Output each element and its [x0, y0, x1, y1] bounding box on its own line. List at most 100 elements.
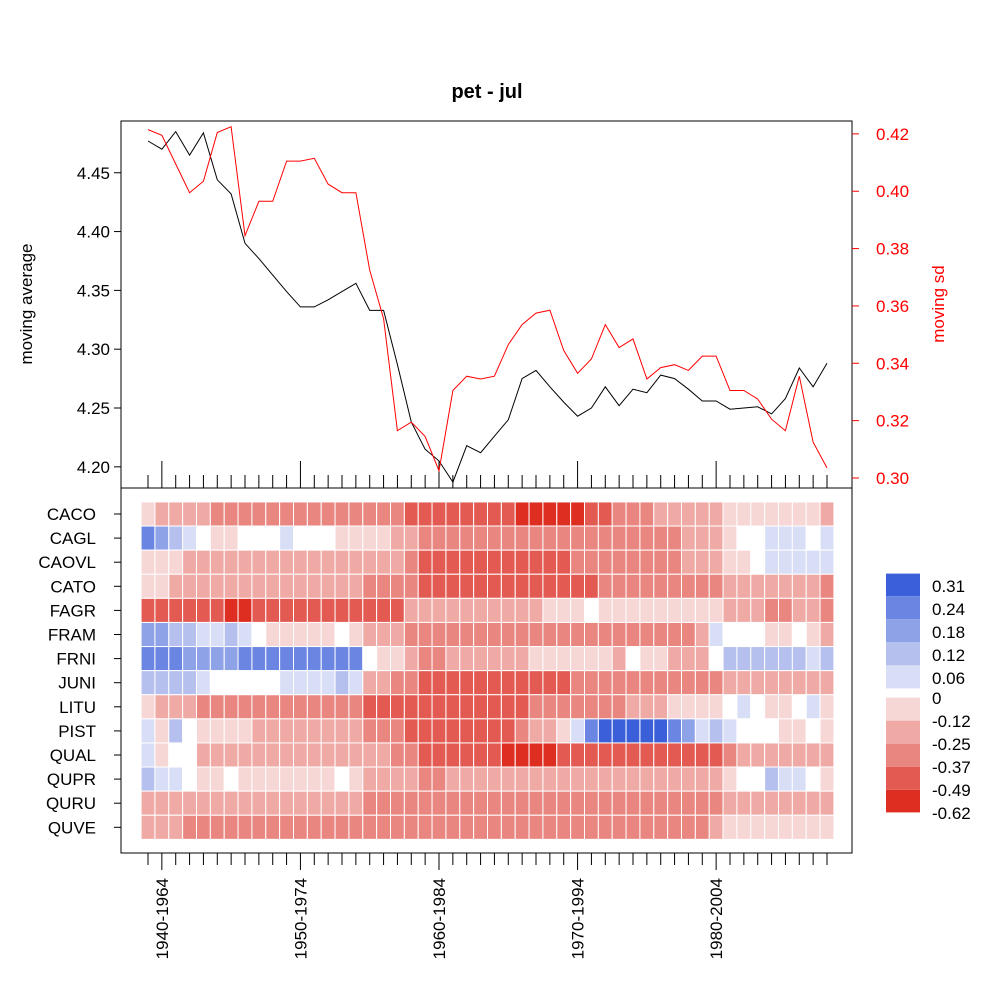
- heatmap-cell: [611, 646, 627, 672]
- heatmap-cell: [736, 525, 752, 551]
- heatmap-cell: [584, 501, 599, 527]
- heatmap-cell: [514, 694, 530, 720]
- heatmap-cell: [376, 501, 392, 527]
- heatmap-cell: [473, 525, 489, 551]
- heatmap-cell: [334, 670, 350, 696]
- heatmap-cell: [223, 742, 239, 768]
- heatmap-cell: [196, 790, 211, 816]
- heatmap-cell: [431, 694, 447, 720]
- heatmap-cell: [597, 814, 613, 840]
- heatmap-cell: [196, 646, 211, 672]
- heatmap-row-label: CATO: [50, 577, 96, 596]
- heatmap-cell: [791, 646, 807, 672]
- heatmap-cell: [362, 501, 378, 527]
- heatmap-cell: [293, 694, 308, 720]
- heatmap-cell: [431, 766, 447, 792]
- heatmap-cell: [584, 573, 599, 599]
- heatmap-cell: [223, 549, 239, 575]
- heatmap-cell: [348, 597, 364, 623]
- heatmap-cell: [265, 501, 281, 527]
- heatmap-cell: [473, 718, 489, 744]
- heatmap-cell: [390, 742, 405, 768]
- heatmap-cell: [542, 573, 558, 599]
- heatmap-cell: [417, 501, 433, 527]
- heatmap-row-label: CAGL: [50, 529, 96, 548]
- heatmap-cell: [140, 597, 156, 623]
- heatmap-cell: [653, 814, 669, 840]
- heatmap-cell: [736, 814, 752, 840]
- heatmap-cell: [750, 549, 766, 575]
- heatmap-cell: [791, 790, 807, 816]
- heatmap-cell: [639, 742, 655, 768]
- right-y-tick-label: 0.30: [876, 469, 909, 488]
- heatmap-cell: [209, 790, 225, 816]
- heatmap-cell: [362, 814, 378, 840]
- heatmap-cell: [223, 766, 239, 792]
- heatmap-cell: [681, 694, 696, 720]
- heatmap-cell: [265, 814, 281, 840]
- heatmap-cell: [348, 766, 364, 792]
- heatmap-cell: [376, 573, 392, 599]
- heatmap-cell: [376, 670, 392, 696]
- heatmap-cell: [556, 501, 572, 527]
- heatmap-cell: [805, 670, 821, 696]
- heatmap-cell: [334, 742, 350, 768]
- heatmap-cell: [223, 790, 239, 816]
- left-y-tick-label: 4.20: [77, 458, 110, 477]
- heatmap-cell: [611, 766, 627, 792]
- heatmap-cell: [293, 718, 308, 744]
- heatmap-cell: [362, 766, 378, 792]
- heatmap-cell: [431, 621, 447, 648]
- heatmap-cell: [154, 742, 170, 768]
- heatmap-cell: [500, 766, 516, 792]
- heatmap-cell: [182, 766, 197, 792]
- heatmap-cell: [293, 766, 308, 792]
- heatmap-cell: [694, 525, 710, 551]
- heatmap-cell: [223, 718, 239, 744]
- heatmap-cell: [500, 742, 516, 768]
- heatmap-cell: [487, 742, 502, 768]
- heatmap-cell: [362, 573, 378, 599]
- heatmap-cell: [182, 573, 197, 599]
- heatmap-cell: [417, 814, 433, 840]
- heatmap-cell: [265, 694, 281, 720]
- heatmap-cell: [306, 766, 322, 792]
- heatmap-cell: [597, 501, 613, 527]
- heatmap-cell: [764, 621, 780, 648]
- heatmap-cell: [140, 766, 156, 792]
- heatmap-cell: [473, 694, 489, 720]
- heatmap-cell: [750, 621, 766, 648]
- heatmap-cell: [168, 646, 184, 672]
- heatmap-cell: [570, 501, 586, 527]
- heatmap-cell: [279, 670, 295, 696]
- legend-swatch: [886, 596, 920, 620]
- heatmap-cell: [140, 814, 156, 840]
- heatmap-cell: [805, 718, 821, 744]
- heatmap-cell: [417, 766, 433, 792]
- heatmap-cell: [570, 718, 586, 744]
- heatmap-cell: [473, 670, 489, 696]
- heatmap-cell: [390, 525, 405, 551]
- heatmap-cell: [376, 814, 392, 840]
- legend-swatch: [886, 766, 920, 790]
- heatmap-cell: [182, 718, 197, 744]
- heatmap-cell: [154, 790, 170, 816]
- heatmap-cell: [431, 814, 447, 840]
- heatmap-cell: [736, 573, 752, 599]
- heatmap-cell: [500, 597, 516, 623]
- heatmap-cell: [819, 646, 835, 672]
- heatmap-cell: [459, 694, 475, 720]
- heatmap-cell: [570, 597, 586, 623]
- heatmap-cell: [348, 694, 364, 720]
- heatmap-cell: [182, 694, 197, 720]
- heatmap-cell: [293, 646, 308, 672]
- heatmap-cell: [445, 501, 461, 527]
- legend-label: -0.37: [932, 758, 971, 777]
- heatmap-cell: [542, 742, 558, 768]
- heatmap-cell: [320, 718, 336, 744]
- heatmap-cell: [209, 742, 225, 768]
- heatmap-cell: [237, 646, 253, 672]
- heatmap-cell: [182, 790, 197, 816]
- heatmap-cell: [653, 501, 669, 527]
- heatmap-cell: [500, 621, 516, 648]
